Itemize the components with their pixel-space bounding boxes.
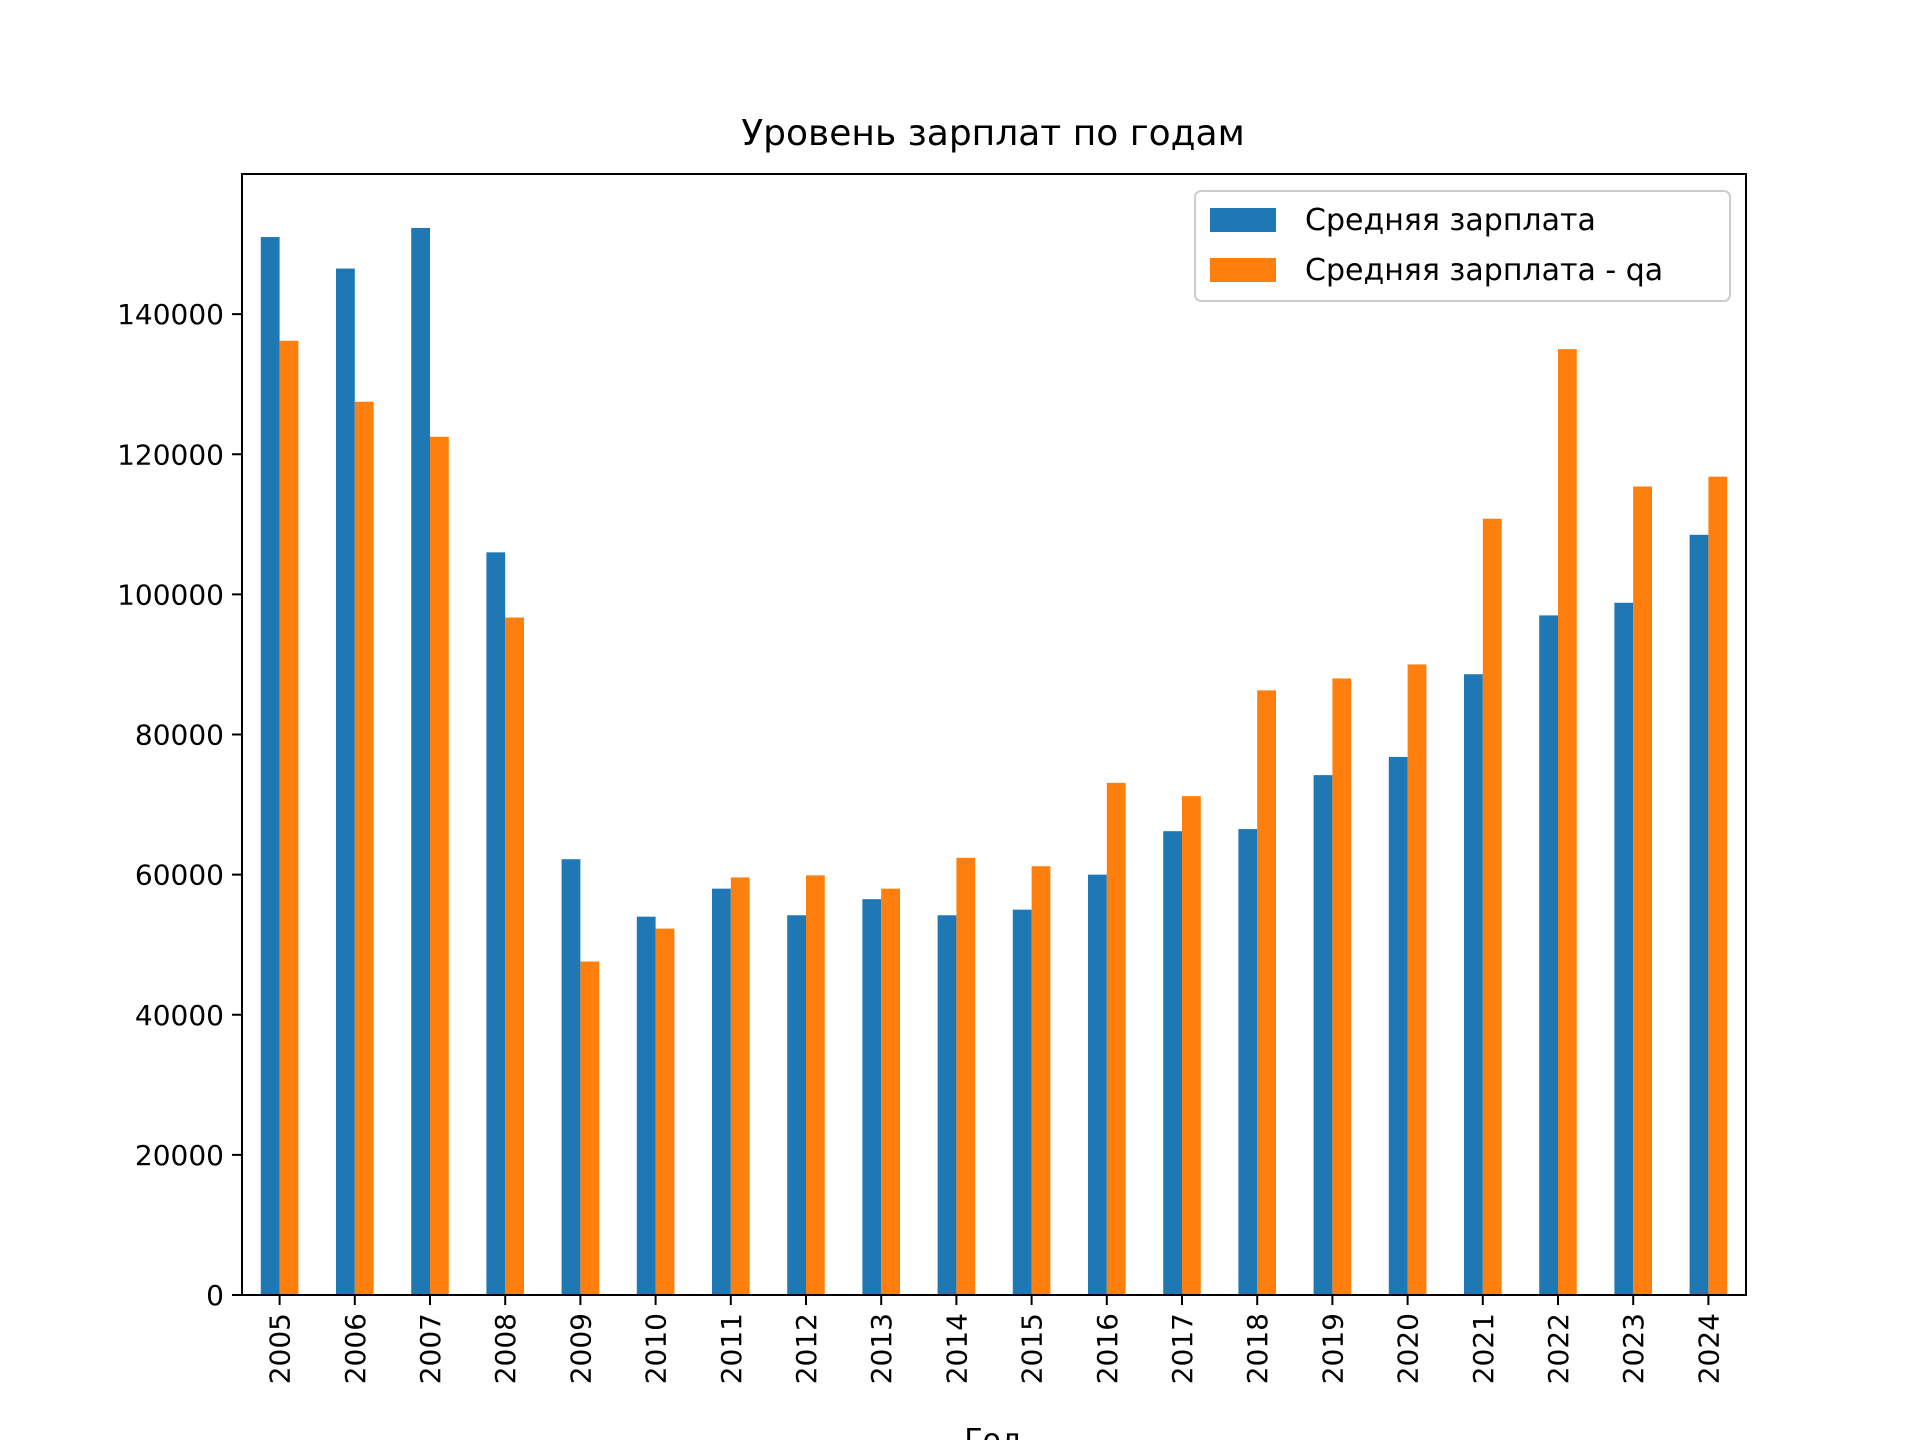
bar-2010-series-2 <box>655 928 675 1295</box>
bar-2009-series-1 <box>561 859 581 1295</box>
bar-2015-series-2 <box>1031 866 1051 1295</box>
bar-2015-series-1 <box>1012 909 1032 1295</box>
bar-2012-series-2 <box>806 875 825 1295</box>
bar-2010-series-1 <box>636 916 656 1295</box>
bar-2018-series-1 <box>1238 829 1258 1295</box>
bar-2017-series-2 <box>1182 796 1201 1295</box>
x-tick-label: 2014 <box>940 1313 973 1384</box>
bar-2018-series-2 <box>1257 690 1276 1295</box>
y-axis: 0 20000 40000 60000 80000 100000 120000 140000 <box>117 298 242 1312</box>
bar-2016-series-2 <box>1106 782 1126 1295</box>
x-tick-label: 2018 <box>1241 1313 1274 1384</box>
bar-2011-series-2 <box>730 877 750 1295</box>
y-tick-label: 100000 <box>117 578 224 611</box>
x-axis: 2005 2006 2007 2008 2009 2010 2011 2012 2013 2014… <box>264 1295 1725 1384</box>
bar-2005-series-1 <box>260 237 280 1295</box>
x-tick-label: 2010 <box>640 1313 673 1384</box>
y-tick-label: 0 <box>206 1279 224 1312</box>
legend: Средняя зарплата Средняя зарплата - qa <box>1194 190 1731 302</box>
bar-2024-series-1 <box>1689 534 1709 1295</box>
x-tick-label: 2020 <box>1392 1313 1425 1384</box>
x-tick-label: 2019 <box>1316 1313 1349 1384</box>
plot-frame <box>241 173 1747 1296</box>
x-tick-label: 2015 <box>1016 1313 1049 1384</box>
bar-2019-series-2 <box>1332 678 1352 1295</box>
x-axis-label: Год <box>964 1423 1021 1440</box>
bar-2006-series-1 <box>336 268 355 1296</box>
y-tick-label: 120000 <box>117 438 224 471</box>
bar-2024-series-2 <box>1708 476 1728 1295</box>
bar-2023-series-2 <box>1633 486 1652 1296</box>
x-tick-label: 2008 <box>489 1313 522 1384</box>
bar-2014-series-1 <box>937 915 957 1295</box>
legend-box <box>1194 190 1731 302</box>
bar-2007-series-2 <box>430 436 449 1296</box>
bar-2023-series-1 <box>1614 602 1634 1295</box>
x-tick-label: 2005 <box>264 1313 297 1384</box>
bar-2012-series-1 <box>787 915 806 1295</box>
legend-swatch-1 <box>1210 208 1276 232</box>
legend-label-2: Средняя зарплата - qa <box>1305 253 1663 288</box>
bar-2021-series-2 <box>1482 518 1502 1295</box>
legend-swatch-2 <box>1210 258 1276 282</box>
x-tick-label: 2024 <box>1692 1313 1725 1384</box>
bar-2006-series-2 <box>354 401 374 1295</box>
x-tick-label: 2012 <box>790 1313 823 1384</box>
x-tick-label: 2011 <box>715 1313 748 1384</box>
bars-layer <box>260 227 1728 1296</box>
bar-2014-series-2 <box>956 857 976 1295</box>
x-tick-label: 2009 <box>564 1313 597 1384</box>
bar-2008-series-2 <box>505 617 524 1295</box>
x-tick-label: 2006 <box>339 1313 372 1384</box>
bar-2013-series-2 <box>881 888 900 1295</box>
legend-label-1: Средняя зарплата <box>1305 203 1596 238</box>
x-tick-label: 2007 <box>414 1313 447 1384</box>
y-tick-label: 140000 <box>117 298 224 331</box>
x-tick-label: 2016 <box>1091 1313 1124 1384</box>
y-tick-label: 80000 <box>135 719 224 752</box>
bar-2019-series-1 <box>1313 775 1333 1295</box>
bar-2021-series-1 <box>1464 674 1483 1295</box>
bar-2011-series-1 <box>712 888 731 1295</box>
y-tick-label: 20000 <box>135 1139 224 1172</box>
bar-2020-series-1 <box>1388 756 1408 1295</box>
bar-2016-series-1 <box>1088 874 1107 1296</box>
bar-2007-series-1 <box>411 227 430 1296</box>
bar-2008-series-1 <box>486 552 506 1295</box>
x-tick-label: 2021 <box>1467 1313 1500 1384</box>
bar-2005-series-2 <box>279 340 299 1295</box>
bar-2022-series-1 <box>1539 615 1558 1295</box>
bar-2017-series-1 <box>1163 831 1182 1295</box>
chart-title: Уровень зарплат по годам <box>741 113 1245 154</box>
x-tick-label: 2022 <box>1542 1313 1575 1384</box>
bar-2013-series-1 <box>862 899 882 1295</box>
x-tick-label: 2017 <box>1166 1313 1199 1384</box>
y-tick-label: 40000 <box>135 999 224 1032</box>
x-tick-label: 2023 <box>1617 1313 1650 1384</box>
y-tick-label: 60000 <box>135 859 224 892</box>
x-tick-label: 2013 <box>865 1313 898 1384</box>
bar-2009-series-2 <box>580 961 600 1295</box>
bar-2022-series-2 <box>1558 349 1577 1295</box>
bar-2020-series-2 <box>1407 664 1427 1295</box>
